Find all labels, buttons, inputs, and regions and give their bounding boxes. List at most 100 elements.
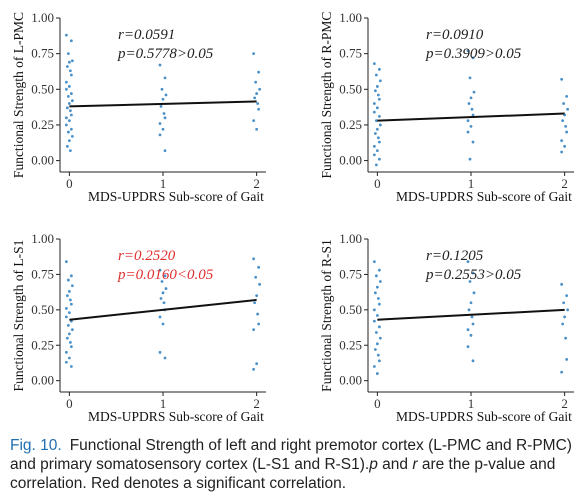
data-point xyxy=(161,97,165,101)
y-axis-title: Functional Strength of R-PMC xyxy=(319,12,334,179)
y-axis-title: Functional Strength of L-S1 xyxy=(11,240,26,392)
data-point xyxy=(375,342,379,346)
data-point xyxy=(376,93,380,97)
data-point xyxy=(163,116,167,120)
data-point xyxy=(66,130,70,134)
data-point xyxy=(67,311,71,315)
y-tick-label: 1.00 xyxy=(339,231,362,246)
data-point xyxy=(377,67,381,71)
data-point xyxy=(68,149,72,153)
data-point xyxy=(471,322,475,326)
data-point xyxy=(566,107,570,111)
data-point xyxy=(252,257,256,261)
caption-p-symbol: p xyxy=(369,456,378,473)
data-point xyxy=(159,105,163,108)
data-point xyxy=(375,285,379,289)
data-point xyxy=(161,322,165,326)
data-point xyxy=(163,76,167,80)
data-point xyxy=(70,284,74,288)
data-point xyxy=(377,325,381,329)
data-point xyxy=(257,322,261,326)
y-tick-label: 1.00 xyxy=(339,10,362,25)
data-point xyxy=(65,336,69,340)
data-point xyxy=(164,93,168,97)
data-point xyxy=(563,144,567,148)
y-tick-label: 0.50 xyxy=(339,81,362,96)
data-point xyxy=(377,302,381,306)
data-point xyxy=(67,60,71,64)
x-tick-label: 2 xyxy=(561,396,568,411)
data-point xyxy=(468,157,472,161)
regression-line xyxy=(69,100,257,108)
correlation-r-text: r=0.2520 xyxy=(118,248,176,264)
data-point xyxy=(374,331,378,334)
data-point xyxy=(65,144,69,148)
data-point xyxy=(466,119,470,123)
data-point xyxy=(64,87,68,91)
data-point xyxy=(69,345,73,349)
y-tick-label: 0.50 xyxy=(339,302,362,317)
y-tick-label: 0.50 xyxy=(31,81,54,96)
y-tick-label: 0.75 xyxy=(31,46,54,61)
regression-line xyxy=(377,308,565,321)
x-tick-label: 2 xyxy=(253,176,260,191)
caption-r-symbol: r xyxy=(412,456,418,473)
data-point xyxy=(252,52,256,56)
data-point xyxy=(65,65,69,68)
y-tick-label: 0.00 xyxy=(31,153,54,168)
data-point xyxy=(471,56,475,60)
data-point xyxy=(163,356,167,360)
data-point xyxy=(163,149,167,153)
data-point xyxy=(69,73,73,77)
data-point xyxy=(565,294,569,298)
data-point xyxy=(69,92,73,95)
data-point xyxy=(69,127,73,131)
data-point xyxy=(376,353,380,357)
data-point xyxy=(374,274,378,278)
data-point xyxy=(466,49,470,53)
x-tick-label: 0 xyxy=(66,396,73,411)
data-point xyxy=(65,294,69,298)
data-point xyxy=(254,80,258,84)
data-point xyxy=(564,124,568,128)
data-point xyxy=(560,370,564,374)
data-point xyxy=(378,336,382,340)
y-tick-label: 0.00 xyxy=(31,373,54,388)
data-point xyxy=(469,301,473,305)
data-point xyxy=(257,265,261,269)
y-tick-label: 0.50 xyxy=(31,302,54,317)
data-point xyxy=(162,112,166,115)
data-point xyxy=(468,76,472,80)
data-point xyxy=(67,119,71,123)
data-point xyxy=(373,291,377,295)
x-tick-label: 0 xyxy=(374,176,381,191)
data-point xyxy=(560,282,564,286)
data-point xyxy=(565,358,569,361)
x-tick-label: 2 xyxy=(253,396,260,411)
data-point xyxy=(472,90,476,94)
x-tick-label: 0 xyxy=(374,396,381,411)
data-point xyxy=(252,367,256,371)
data-point xyxy=(377,140,381,144)
y-tick-label: 0.25 xyxy=(31,337,54,352)
data-point xyxy=(378,280,382,283)
data-point xyxy=(372,365,376,368)
y-axis-title: Functional Strength of R-S1 xyxy=(319,239,334,392)
data-point xyxy=(562,301,566,305)
data-point xyxy=(255,92,259,95)
data-point xyxy=(69,113,73,117)
data-point xyxy=(560,77,564,81)
data-point xyxy=(372,260,376,264)
data-point xyxy=(471,140,475,144)
data-point xyxy=(158,268,162,272)
data-point xyxy=(158,63,162,67)
data-point xyxy=(372,319,376,323)
data-point xyxy=(161,127,165,131)
data-point xyxy=(64,350,68,354)
data-point xyxy=(563,315,567,319)
caption-text: Functional Strength of left and right pr… xyxy=(10,437,572,473)
x-axis-title: MDS-UPDRS Sub-score of Gait xyxy=(396,409,572,424)
y-tick-label: 0.00 xyxy=(339,153,362,168)
